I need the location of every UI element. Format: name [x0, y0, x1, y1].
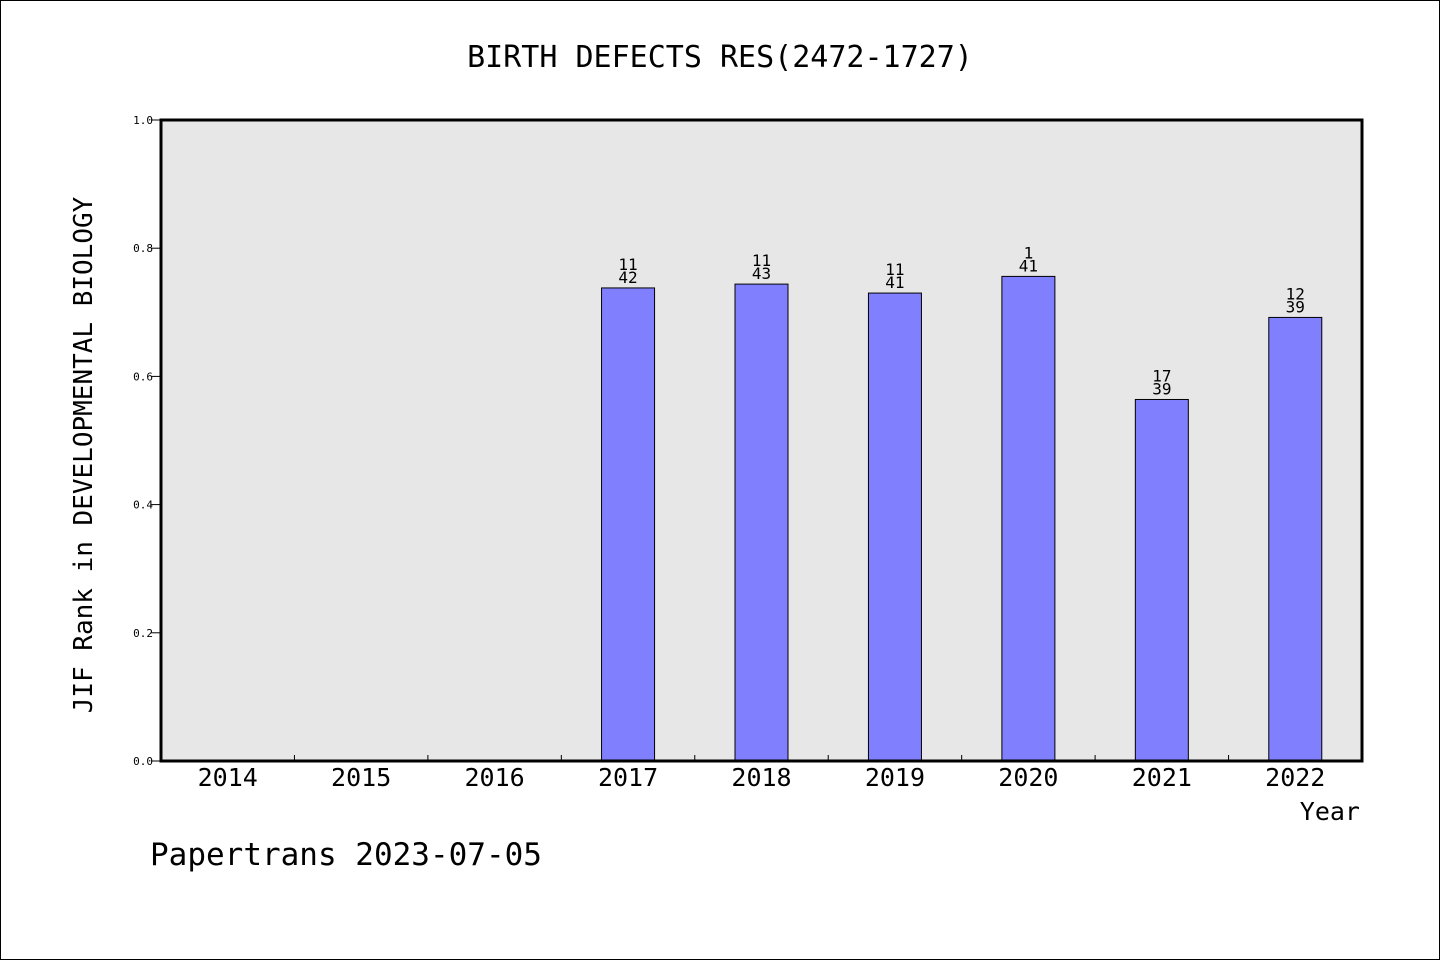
- bar-label-rank: 17: [1152, 366, 1171, 385]
- bar-label-rank: 11: [752, 251, 771, 270]
- bar-2019: [867, 292, 922, 762]
- x-axis-label: Year: [1300, 797, 1360, 826]
- x-tick-label: 2018: [731, 763, 791, 792]
- x-tick-label: 2017: [598, 763, 658, 792]
- bar-label-total: 39: [1152, 379, 1171, 398]
- bar-label-total: 42: [618, 268, 637, 287]
- bar-label-total: 41: [1019, 256, 1038, 275]
- bar-2020: [1001, 275, 1056, 762]
- footer-watermark: Papertrans 2023-07-05: [150, 837, 542, 873]
- bar-2018: [734, 283, 789, 762]
- x-tick-label: 2016: [465, 763, 525, 792]
- x-tick-label: 2015: [331, 763, 391, 792]
- y-tick-label: 0.8: [133, 242, 153, 255]
- x-tick-label: 2022: [1265, 763, 1325, 792]
- x-tick-label: 2014: [198, 763, 258, 792]
- y-tick-label: 0.0: [133, 755, 153, 768]
- bar-2021: [1134, 398, 1189, 762]
- bar-label-rank: 12: [1286, 284, 1305, 303]
- y-axis: 0.0 0.2 0.4 0.6 0.8 1.0: [133, 114, 161, 768]
- x-tick-label: 2020: [998, 763, 1058, 792]
- plot-border: [159, 118, 1364, 763]
- y-tick-label: 0.2: [133, 627, 153, 640]
- bar-2022: [1268, 316, 1323, 762]
- bar-label-rank: 11: [885, 260, 904, 279]
- x-tick-label: 2021: [1132, 763, 1192, 792]
- x-axis: 2014 2015 2016 2017 2018 2019 2020 2021 2022: [198, 755, 1325, 792]
- bar-label-total: 39: [1286, 297, 1305, 316]
- y-tick-label: 1.0: [133, 114, 153, 127]
- y-axis-label: JIF Rank in DEVELOPMENTAL BIOLOGY: [69, 196, 99, 713]
- bar-label-total: 43: [752, 264, 771, 283]
- x-tick-label: 2019: [865, 763, 925, 792]
- bar-label-rank: 11: [618, 255, 637, 274]
- bars-group: [601, 275, 1323, 762]
- y-tick-label: 0.6: [133, 370, 153, 383]
- bar-label-rank: 1: [1024, 243, 1034, 262]
- bar-2017: [601, 287, 656, 762]
- y-tick-label: 0.4: [133, 499, 153, 512]
- chart-title: BIRTH DEFECTS RES(2472-1727): [467, 40, 973, 75]
- bar-label-total: 41: [885, 273, 904, 292]
